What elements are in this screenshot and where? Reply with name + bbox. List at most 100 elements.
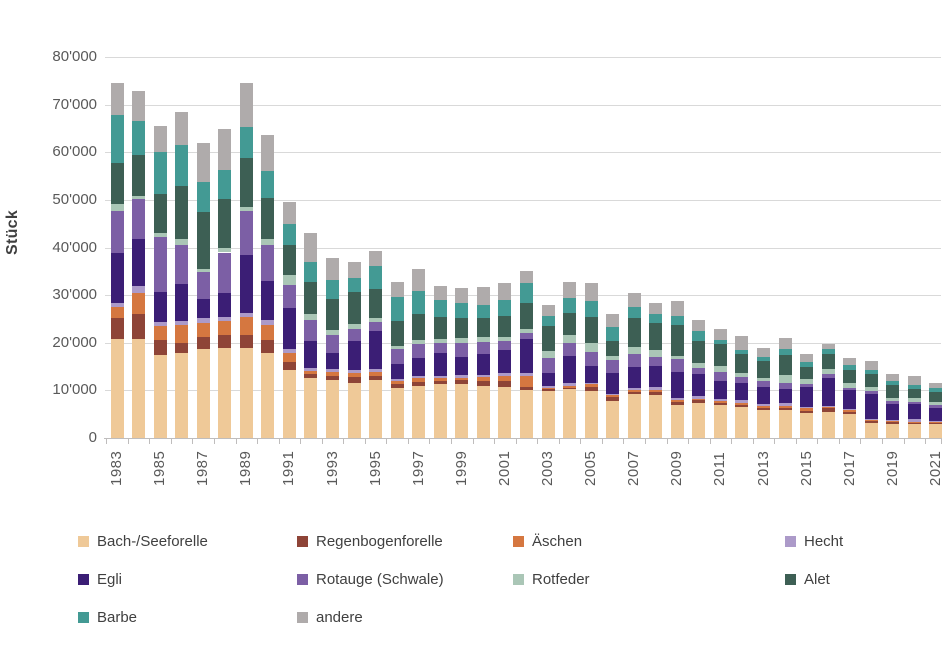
bar-segment xyxy=(584,283,598,301)
bar-segment xyxy=(304,233,318,262)
bar-segment xyxy=(261,324,275,341)
bar-segment xyxy=(110,317,124,339)
x-axis-label: 1987 xyxy=(194,450,212,486)
bar-segment xyxy=(390,281,404,297)
bar-segment xyxy=(476,287,490,306)
bar-segment xyxy=(455,342,469,358)
bar-2000 xyxy=(476,0,490,438)
bar-segment xyxy=(239,317,253,336)
bar-segment xyxy=(153,237,167,293)
bar-segment xyxy=(175,112,189,145)
bar-segment xyxy=(735,407,749,438)
bar-segment xyxy=(175,320,189,326)
bar-segment xyxy=(821,407,835,409)
bar-segment xyxy=(907,419,921,422)
bar-segment xyxy=(433,342,447,353)
bar-segment xyxy=(412,358,426,377)
bar-segment xyxy=(778,403,792,407)
x-axis-label: 2007 xyxy=(625,450,643,486)
bar-segment xyxy=(735,376,749,383)
bar-segment xyxy=(757,410,770,438)
bar-segment xyxy=(369,322,383,332)
x-axis-tick xyxy=(322,439,323,444)
legend-swatch-icon xyxy=(78,536,89,547)
bar-segment xyxy=(455,337,469,343)
bar-segment xyxy=(713,366,727,373)
bar-segment xyxy=(563,387,577,390)
bar-segment xyxy=(649,303,663,314)
x-axis-tick xyxy=(925,439,926,444)
bar-segment xyxy=(670,397,684,401)
bar-1995 xyxy=(369,0,383,438)
bar-segment xyxy=(455,287,469,303)
bar-segment xyxy=(282,352,296,363)
bar-segment xyxy=(907,422,921,425)
x-axis-label: 1993 xyxy=(323,450,341,486)
x-axis-tick xyxy=(941,439,942,444)
x-axis-label: 2009 xyxy=(668,450,686,486)
x-axis-tick xyxy=(386,439,387,444)
bar-segment xyxy=(433,380,447,384)
bar-segment xyxy=(735,349,749,354)
x-axis-tick xyxy=(106,439,107,444)
bar-segment xyxy=(369,372,383,377)
bar-segment xyxy=(821,353,835,370)
x-axis-tick xyxy=(365,439,366,444)
bar-segment xyxy=(670,401,684,405)
bar-segment xyxy=(584,384,598,387)
bar-segment xyxy=(864,394,878,419)
bar-segment xyxy=(304,319,318,341)
bar-segment xyxy=(692,400,706,403)
bar-segment xyxy=(735,404,749,408)
bar-segment xyxy=(735,382,749,400)
bar-1999 xyxy=(455,0,469,438)
bar-segment xyxy=(821,343,835,350)
bar-segment xyxy=(175,245,189,285)
bar-segment xyxy=(584,351,598,366)
bar-segment xyxy=(670,359,684,373)
bar-segment xyxy=(519,270,533,283)
bar-segment xyxy=(390,345,404,350)
bar-segment xyxy=(606,395,620,398)
bar-1984 xyxy=(132,0,146,438)
bar-segment xyxy=(110,82,124,115)
bar-segment xyxy=(541,350,555,359)
bar-segment xyxy=(649,349,663,358)
bar-segment xyxy=(519,328,533,334)
bar-segment xyxy=(433,317,447,339)
bar-segment xyxy=(196,299,210,319)
x-axis-label: 1985 xyxy=(151,450,169,486)
bar-segment xyxy=(864,361,878,370)
bar-segment xyxy=(778,354,792,375)
x-axis-tick xyxy=(537,439,538,444)
bar-segment xyxy=(369,288,383,319)
bar-segment xyxy=(455,375,469,378)
bar-segment xyxy=(757,406,770,408)
bar-segment xyxy=(864,387,878,392)
x-axis-tick xyxy=(839,439,840,444)
legend-swatch-icon xyxy=(78,612,89,623)
bar-segment xyxy=(563,342,577,356)
bar-segment xyxy=(886,423,900,438)
bar-segment xyxy=(692,374,706,397)
y-axis-label: 50'000 xyxy=(52,190,97,208)
bar-segment xyxy=(239,312,253,318)
legend-item: Bach-/Seeforelle xyxy=(78,533,208,550)
bar-segment xyxy=(433,377,447,381)
bar-segment xyxy=(390,363,404,379)
bar-segment xyxy=(886,422,900,424)
x-axis-label: 1989 xyxy=(237,450,255,486)
bar-segment xyxy=(261,340,275,353)
bar-segment xyxy=(455,379,469,384)
legend-item: Alet xyxy=(785,571,830,588)
x-axis-tick xyxy=(149,439,150,444)
legend-label: Äschen xyxy=(532,533,583,550)
bar-segment xyxy=(218,247,232,253)
bar-segment xyxy=(929,423,943,425)
bar-segment xyxy=(282,285,296,309)
bar-segment xyxy=(390,380,404,384)
bar-segment xyxy=(821,374,835,378)
bar-segment xyxy=(541,387,555,390)
bar-segment xyxy=(541,304,555,316)
bar-segment xyxy=(541,389,555,391)
